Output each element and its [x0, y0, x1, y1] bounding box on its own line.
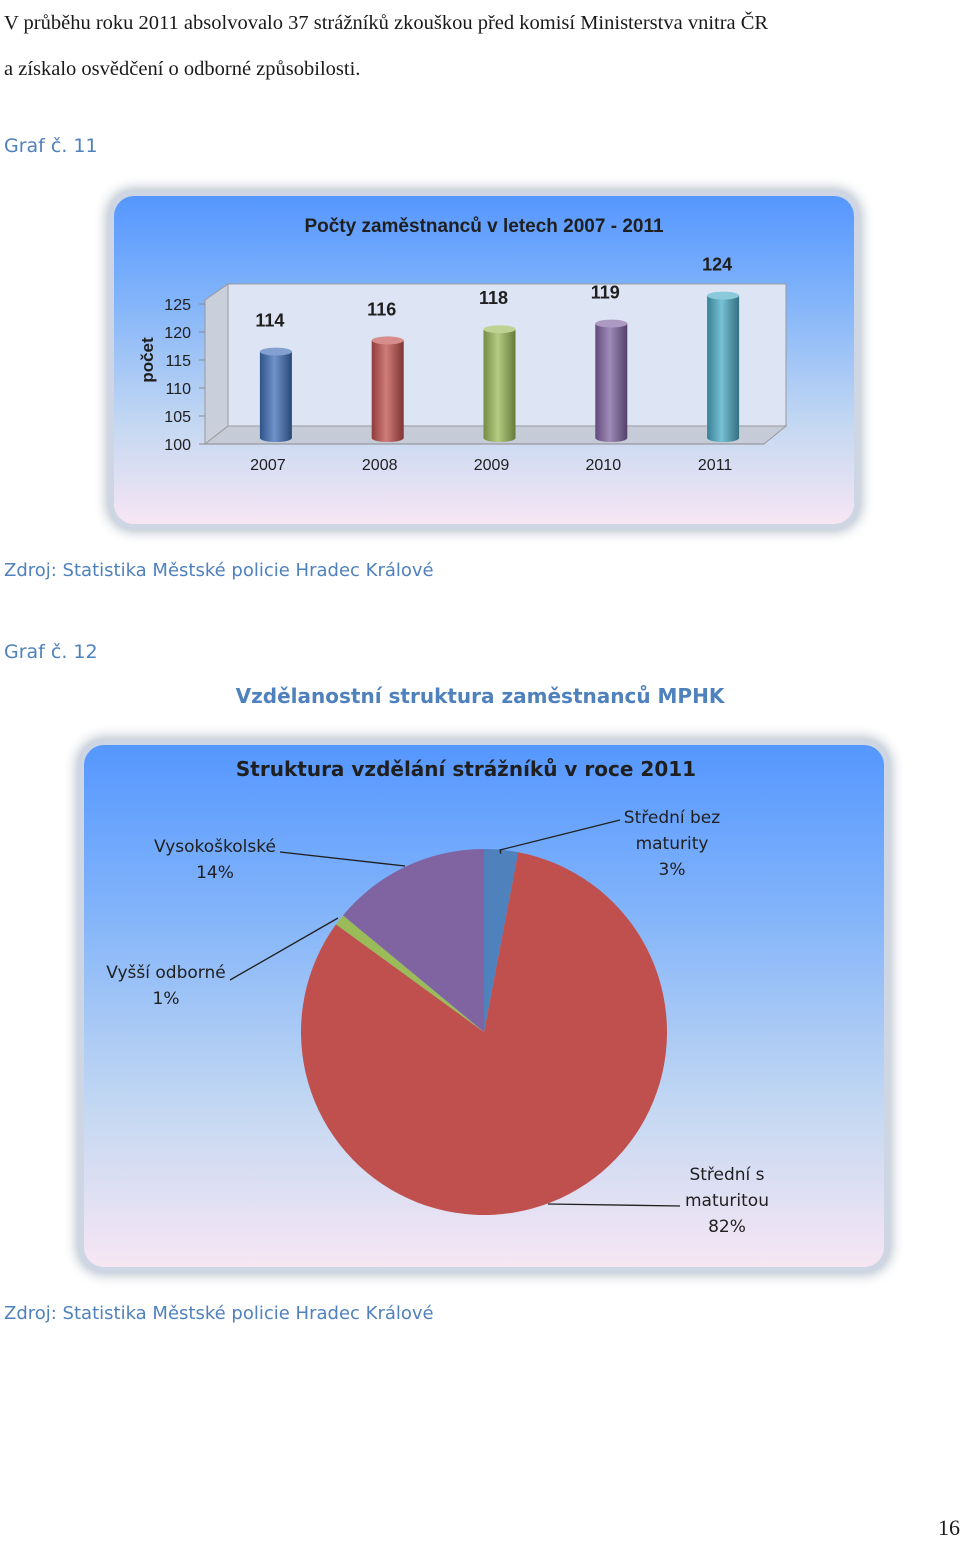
graph-12-caption: Graf č. 12: [4, 641, 98, 663]
bar-chart-xtick-label: 2010: [586, 457, 622, 474]
pie-slice: [342, 849, 484, 1032]
bar-chart-xtick-label: 2011: [698, 457, 733, 474]
pie-leader-line: [499, 819, 621, 854]
pie-leader-line: [279, 851, 406, 867]
bar-chart-ytick-label: 110: [165, 381, 191, 398]
pie-slice-label: 82%: [708, 1217, 746, 1237]
bar-top: [483, 325, 516, 334]
bar-chart: Počty zaměstnanců v letech 2007 - 2011 p…: [138, 216, 788, 474]
graph-12-source: Zdroj: Statistika Městské policie Hradec…: [4, 1303, 434, 1324]
pie-slice-label: Střední bez: [624, 808, 720, 828]
graph-11-caption: Graf č. 11: [4, 135, 98, 157]
bar-data-label: 116: [367, 299, 396, 319]
bar-data-label: 114: [255, 311, 284, 331]
intro-line-1: V průběhu roku 2011 absolvovalo 37 stráž…: [4, 12, 769, 34]
pie-leader-line: [229, 917, 339, 981]
page-number: 16: [938, 1515, 960, 1540]
intro-paragraph: V průběhu roku 2011 absolvovalo 37 stráž…: [4, 0, 960, 92]
bar-data-label: 118: [479, 288, 508, 308]
bar-chart-ytick-label: 100: [164, 437, 191, 454]
bar-chart-yticks: 100 105 110 115 120 125: [164, 297, 205, 454]
pie-slice: [335, 915, 484, 1032]
bar-chart-bars: [259, 291, 740, 442]
bar-data-label: 119: [591, 283, 620, 303]
pie-chart-labels: Střední bez maturity 3% Střední s maturitou 8…: [106, 808, 769, 1237]
bar-chart-data-labels: 114 116 118 119 124: [255, 255, 732, 331]
bar: [371, 340, 404, 442]
bar: [259, 351, 292, 442]
bar-top: [259, 347, 292, 356]
pie-slice-label: maturitou: [685, 1191, 769, 1211]
graph-11-source: Zdroj: Statistika Městské policie Hradec…: [4, 560, 434, 581]
bar-data-label: 124: [702, 255, 732, 275]
bar-chart-xticks: 2007 2008 2009 2010 2011: [250, 457, 732, 474]
bar-chart-ytick-label: 105: [164, 409, 191, 426]
bar-chart-xtick-label: 2009: [474, 457, 510, 474]
pie-slice-label: Střední s: [689, 1165, 764, 1185]
pie-slice-label: 3%: [659, 860, 686, 880]
bar-chart-xtick-label: 2008: [362, 457, 398, 474]
pie-slice-label: Vyšší odborné: [106, 963, 225, 983]
pie-slice-label: 14%: [196, 863, 234, 883]
bar-chart-xtick-label: 2007: [250, 457, 286, 474]
pie-slice-label: 1%: [153, 989, 180, 1009]
pie-slice: [484, 849, 519, 1032]
pie-slice-label: maturity: [636, 834, 709, 854]
bar: [483, 329, 516, 442]
bar-chart-ytick-label: 125: [164, 297, 191, 314]
intro-line-2: a získalo osvědčení o odborné způsobilos…: [4, 58, 361, 80]
bar-chart-ylabel: počet: [138, 337, 157, 383]
pie-chart-title: Struktura vzdělání strážníků v roce 2011: [236, 757, 696, 781]
bar: [595, 323, 628, 442]
graph-12-subtitle: Vzdělanostní struktura zaměstnanců MPHK: [235, 684, 725, 708]
pie-slice-label: Vysokoškolské: [154, 837, 276, 857]
bar-top: [707, 291, 740, 300]
pie-chart-slices: [301, 849, 668, 1215]
bar-chart-ytick-label: 115: [165, 353, 191, 370]
pie-leader-line: [547, 1203, 681, 1207]
pie-chart-leaders: [229, 819, 681, 1207]
bar-top: [371, 336, 404, 345]
bar-chart-ytick-label: 120: [164, 325, 191, 342]
pie-slice: [301, 852, 668, 1215]
bar-chart-title: Počty zaměstnanců v letech 2007 - 2011: [304, 216, 664, 237]
pie-chart: Struktura vzdělání strážníků v roce 2011…: [106, 757, 769, 1237]
bar-top: [595, 319, 628, 328]
bar: [707, 295, 740, 442]
